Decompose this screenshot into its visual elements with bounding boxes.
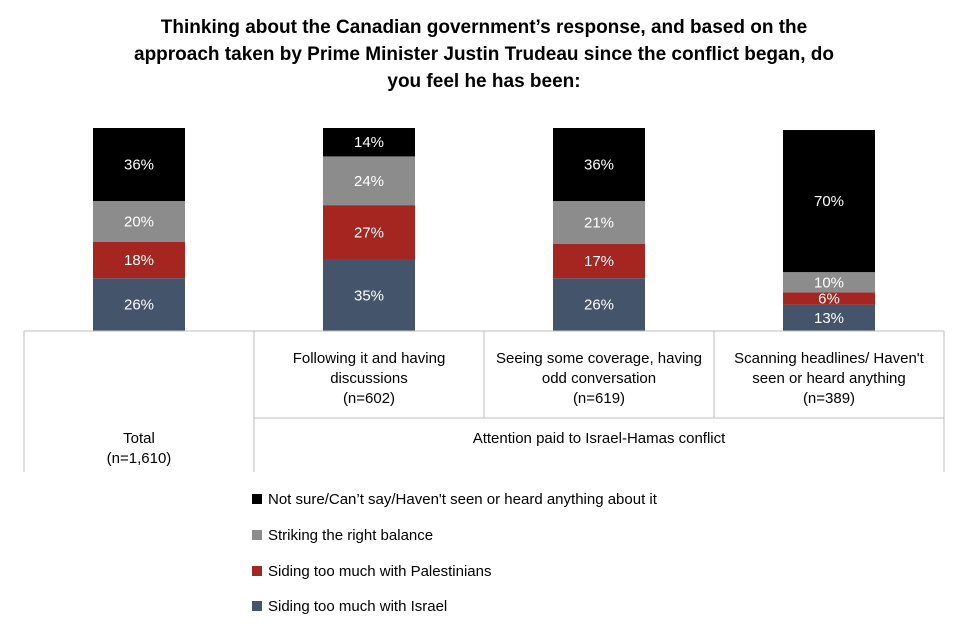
category-label: Scanning headlines/ Haven't seen or heard… (714, 349, 944, 409)
data-label: 10% (814, 274, 844, 291)
category-label-line: Total (123, 430, 155, 447)
chart-title: Thinking about the Canadian government’s… (0, 14, 968, 95)
group-label: Attention paid to Israel-Hamas conflict (472, 430, 726, 447)
bar-segment (323, 128, 415, 157)
category-label-line: (n=619) (572, 390, 626, 407)
bar-segment (783, 130, 875, 273)
bar-segment (553, 128, 645, 202)
chart-title-line: you feel he has been: (387, 71, 581, 92)
legend-swatch (252, 494, 262, 504)
bar-segment (93, 201, 185, 242)
legend-swatch (252, 566, 262, 576)
legend-swatch (252, 601, 262, 611)
data-label: 17% (584, 253, 614, 270)
legend-item: Not sure/Can’t say/Haven't seen or heard… (252, 491, 657, 509)
data-label: 27% (354, 225, 384, 242)
chart-title-line: Thinking about the Canadian government’s… (160, 17, 808, 38)
bar-segment (783, 304, 875, 331)
category-label: Following it and having discussions (n=602… (254, 349, 484, 409)
legend-swatch (252, 530, 262, 540)
legend-label: Siding too much with Palestinians (268, 563, 492, 580)
bar-segment (783, 292, 875, 305)
data-label: 35% (354, 287, 384, 304)
data-label: 26% (124, 297, 154, 314)
category-label-line: discussions (330, 370, 408, 387)
bar-segment (783, 272, 875, 293)
legend-item: Siding too much with Israel (252, 598, 447, 616)
bar-segment (93, 128, 185, 202)
legend-label: Striking the right balance (268, 527, 434, 544)
category-label-line: (n=389) (802, 390, 856, 407)
legend-item: Siding too much with Palestinians (252, 563, 491, 581)
category-label-line: odd conversation (541, 370, 657, 387)
data-label: 13% (814, 310, 844, 327)
bar-segment (553, 278, 645, 331)
bar-segment (323, 205, 415, 260)
bar-segment (553, 201, 645, 244)
bar-segment (93, 278, 185, 331)
data-label: 70% (814, 193, 844, 210)
legend-label: Siding too much with Israel (268, 598, 448, 615)
category-label-line: (n=1,610) (106, 450, 172, 467)
category-label-line: Following it and having (292, 350, 446, 367)
bar-segment (93, 241, 185, 279)
bar-segment (323, 259, 415, 331)
data-label: 36% (124, 157, 154, 174)
data-label: 26% (584, 297, 614, 314)
data-label: 18% (124, 252, 154, 269)
category-label-line: (n=602) (342, 390, 396, 407)
legend-label: Not sure/Can’t say/Haven't seen or heard… (268, 491, 657, 508)
data-label: 14% (354, 134, 384, 151)
data-label: 21% (584, 214, 614, 231)
bar-segment (553, 243, 645, 279)
data-label: 36% (584, 157, 614, 174)
category-label: Seeing some coverage, having odd conversa… (484, 349, 714, 409)
data-label: 6% (818, 291, 840, 308)
category-label-line: Seeing some coverage, having (496, 350, 702, 367)
data-label: 24% (354, 173, 384, 190)
category-label-line: seen or heard anything (752, 370, 906, 387)
data-label: 20% (124, 213, 154, 230)
category-label: Total (n=1,610) (24, 429, 254, 469)
bar-segment (323, 156, 415, 206)
chart-title-line: approach taken by Prime Minister Justin … (134, 44, 834, 65)
legend-item: Striking the right balance (252, 527, 433, 545)
category-label-line: Scanning headlines/ Haven't (734, 350, 924, 367)
